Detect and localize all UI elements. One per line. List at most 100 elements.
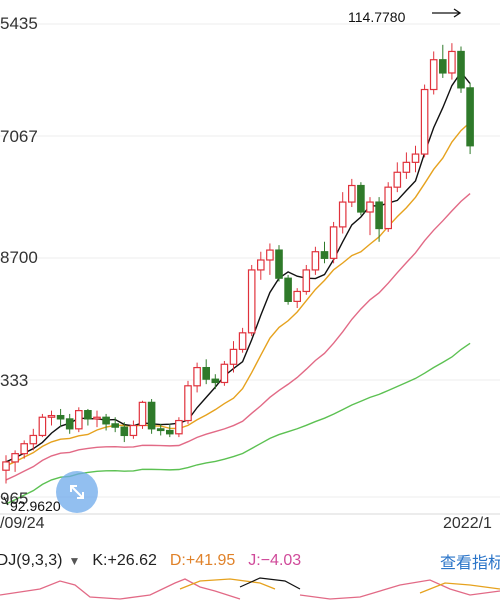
min-price-label: 92.9620: [10, 498, 61, 514]
candle-body-up: [338, 201, 347, 228]
candle-body-down: [156, 428, 165, 432]
candle-body-up: [393, 171, 402, 188]
candle-body-down: [439, 59, 447, 74]
candle-body-up: [20, 443, 29, 455]
candle-body-down: [320, 251, 329, 259]
candle: [320, 241, 329, 264]
candle-body-up: [220, 363, 229, 384]
candle: [275, 245, 283, 282]
y-tick-label: 333: [0, 371, 29, 390]
candle: [357, 182, 365, 216]
candle-body-up: [420, 88, 429, 155]
candle: [229, 341, 238, 373]
d-value: D:+41.95: [169, 552, 236, 569]
y-tick-label: 5435: [0, 14, 38, 33]
candle: [338, 192, 347, 234]
candle-body-up: [311, 251, 320, 271]
candle: [266, 243, 274, 275]
kdj-mini-chart: [0, 577, 500, 600]
candle: [156, 423, 165, 436]
candle-body-up: [193, 366, 201, 387]
candle-body-down: [111, 423, 120, 428]
candle-body-up: [93, 416, 101, 420]
candle: [147, 399, 156, 434]
candle-body-down: [102, 416, 110, 425]
candle: [420, 84, 429, 158]
candle-body-up: [138, 401, 147, 427]
candle: [411, 145, 420, 173]
candle: [429, 51, 438, 95]
k-value: K:+26.62: [92, 552, 157, 569]
candle: [366, 197, 374, 236]
indicator-name[interactable]: KDJ(9,3,3): [0, 552, 63, 569]
candle-body-down: [65, 418, 74, 430]
ma20-line: [5, 193, 471, 481]
candle-body-up: [329, 226, 338, 259]
candle: [20, 440, 29, 459]
candle: [29, 428, 38, 451]
candle: [111, 417, 120, 433]
candle-body-up: [247, 269, 256, 334]
candle-body-down: [284, 277, 292, 302]
candle-body-down: [202, 366, 211, 380]
candle-body-down: [211, 378, 220, 384]
triangle-down-icon[interactable]: ▼: [68, 554, 81, 568]
moving-average-lines: [5, 71, 471, 505]
ma10-line: [5, 121, 471, 467]
candle-body-up: [229, 348, 238, 365]
candle: [93, 410, 101, 428]
candle: [11, 450, 19, 472]
candle-body-down: [457, 50, 465, 89]
candle-body-up: [448, 50, 456, 74]
candle-body-up: [348, 184, 356, 203]
candle: [448, 43, 456, 80]
zoom-button[interactable]: [56, 471, 98, 513]
candle: [120, 422, 129, 443]
candle: [329, 221, 338, 264]
y-tick-label: 965: [0, 489, 29, 508]
candle: [65, 413, 74, 434]
candle: [393, 162, 402, 193]
candle-body-down: [275, 249, 283, 279]
candle: [439, 44, 447, 78]
candle-body-up: [2, 461, 10, 471]
view-indicator-link[interactable]: 查看指标: [439, 555, 500, 572]
candle: [302, 264, 311, 295]
candle: [175, 417, 183, 438]
candle: [238, 327, 247, 353]
candle-body-down: [357, 184, 365, 213]
candle: [56, 408, 65, 428]
max-arrow-icon: [432, 8, 462, 18]
candle: [166, 423, 174, 438]
candle: [84, 408, 92, 426]
y-tick-label: 7067: [0, 127, 38, 146]
candle: [184, 380, 192, 424]
candle: [2, 455, 10, 484]
candle-body-down: [466, 87, 474, 147]
candle-body-up: [366, 201, 374, 213]
candle: [38, 413, 47, 438]
candle: [202, 359, 211, 385]
candle-body-up: [175, 419, 183, 435]
x-tick-label: 2022/1: [443, 515, 492, 532]
candle: [211, 374, 220, 390]
y-tick-label: 8700: [0, 248, 38, 267]
candle: [466, 82, 474, 155]
candle: [193, 362, 201, 393]
candle-body-up: [257, 259, 265, 271]
candle-body-up: [266, 249, 274, 261]
min-arrow-icon: [3, 496, 9, 506]
candle-body-down: [56, 414, 65, 420]
candle: [247, 264, 256, 337]
candle-body-up: [302, 269, 311, 293]
candlestick-chart[interactable]: [0, 0, 500, 545]
candle: [129, 420, 138, 439]
candle-body-up: [293, 290, 302, 302]
candle-body-down: [84, 410, 92, 420]
expand-arrows-icon: [70, 485, 84, 499]
candle-body-down: [375, 201, 383, 230]
x-tick-label: /09/24: [0, 515, 45, 532]
candle-body-up: [38, 416, 47, 437]
candle: [348, 178, 356, 208]
ma5-line: [5, 71, 471, 463]
